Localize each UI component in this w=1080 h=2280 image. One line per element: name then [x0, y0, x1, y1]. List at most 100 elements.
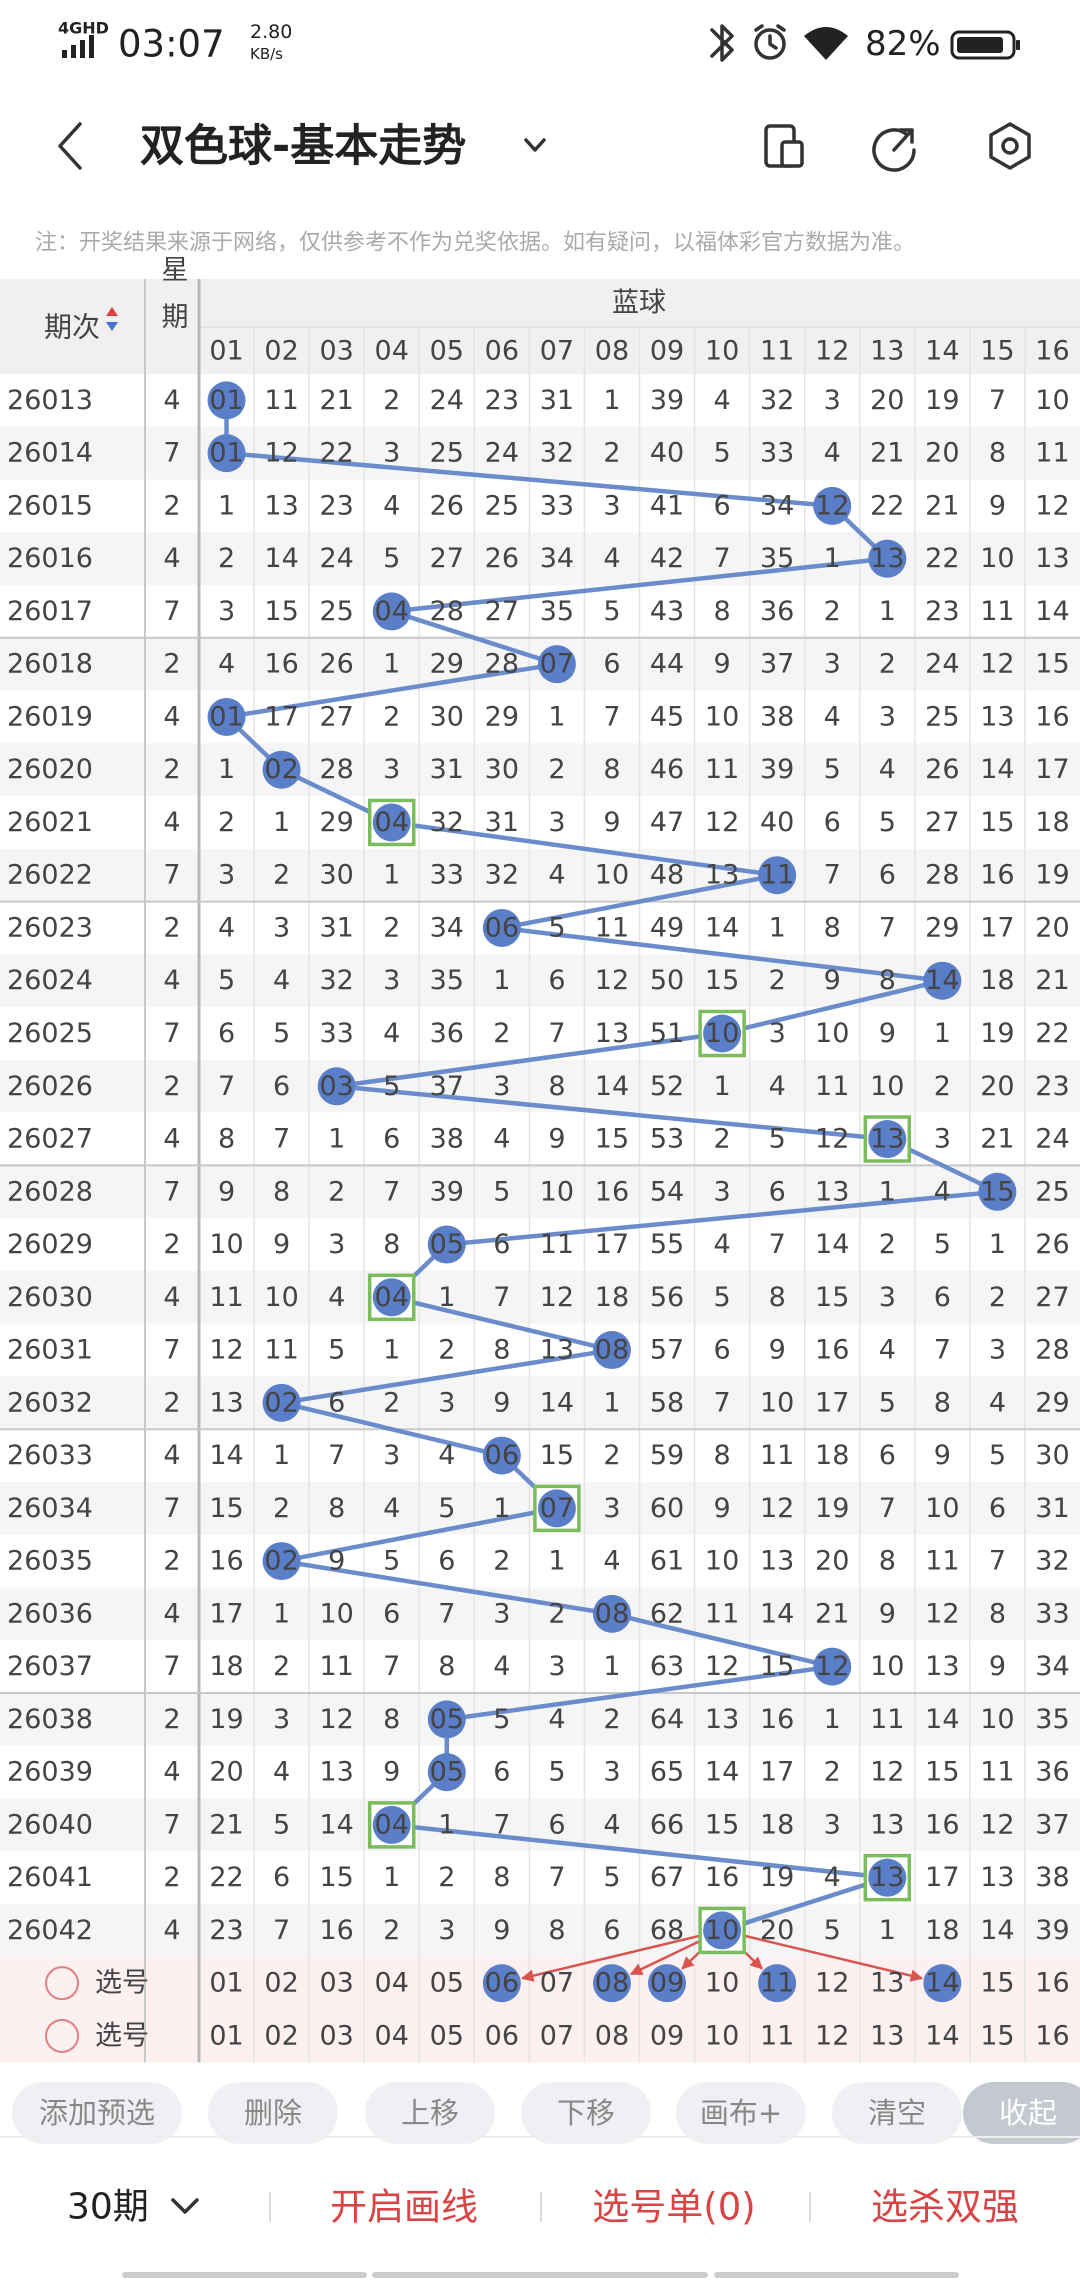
omission-number: 13	[870, 1809, 904, 1840]
sort-down[interactable]	[106, 322, 118, 331]
ball-number[interactable]: 11	[760, 1968, 794, 1999]
pick-number[interactable]: 06	[485, 2020, 519, 2051]
toolbar-button[interactable]	[12, 2082, 182, 2144]
pick-number[interactable]: 13	[870, 2020, 904, 2051]
toolbar-label[interactable]: 收起	[999, 2096, 1057, 2130]
row-bg	[0, 1429, 1080, 1482]
tab-label[interactable]: 开启画线	[330, 2186, 478, 2229]
omission-number: 5	[383, 543, 400, 574]
omission-number: 44	[650, 649, 684, 680]
toolbar-button[interactable]	[832, 2082, 962, 2144]
omission-number: 50	[650, 965, 684, 996]
omission-number: 1	[328, 1124, 345, 1155]
pick-number[interactable]: 02	[264, 1968, 298, 1999]
pick-number[interactable]: 03	[319, 1968, 353, 1999]
pick-number[interactable]: 01	[209, 1968, 243, 1999]
omission-number: 8	[383, 1229, 400, 1260]
pick-number[interactable]: 16	[1035, 1968, 1069, 1999]
omission-number: 2	[328, 1176, 345, 1207]
pick-number[interactable]: 03	[319, 2020, 353, 2051]
toolbar-button[interactable]	[963, 2082, 1080, 2144]
pick-number[interactable]: 05	[430, 1968, 464, 1999]
omission-number: 6	[714, 1335, 731, 1366]
omission-number: 27	[485, 596, 519, 627]
toolbar-label[interactable]: 画布+	[700, 2096, 782, 2130]
page-title[interactable]: 双色球-基本走势	[140, 121, 466, 172]
pick-number[interactable]: 15	[980, 2020, 1014, 2051]
pick-number[interactable]: 01	[209, 2020, 243, 2051]
net-speed: 2.80	[250, 21, 292, 43]
pick-number[interactable]: 05	[430, 2020, 464, 2051]
omission-number: 19	[760, 1862, 794, 1893]
omission-number: 9	[934, 1440, 951, 1471]
pick-number[interactable]: 16	[1035, 2020, 1069, 2051]
period-dropdown[interactable]	[171, 2198, 199, 2214]
pick-number[interactable]: 11	[760, 2020, 794, 2051]
blue-ball[interactable]	[758, 1964, 797, 2003]
tab-label[interactable]: 选杀双强	[871, 2186, 1019, 2229]
bottom-tabs: 开启画线 选号单(0) 选杀双强	[269, 2186, 1019, 2229]
title-dropdown[interactable]	[524, 138, 546, 152]
pick-number[interactable]: 04	[375, 2020, 409, 2051]
omission-number: 26	[485, 543, 519, 574]
pick-number[interactable]: 12	[815, 1968, 849, 1999]
toolbar-label[interactable]: 下移	[557, 2096, 615, 2130]
toolbar-label[interactable]: 清空	[868, 2096, 926, 2130]
pick-number[interactable]: 15	[980, 1968, 1014, 1999]
toolbar-label[interactable]: 上移	[401, 2096, 459, 2130]
blue-ball[interactable]	[648, 1964, 687, 2003]
blue-ball	[592, 1331, 631, 1370]
omission-number: 21	[1035, 965, 1069, 996]
ball-number: 02	[264, 1546, 298, 1577]
pick-toggle[interactable]	[45, 1966, 79, 2001]
omission-number: 23	[319, 490, 353, 521]
omission-number: 13	[760, 1546, 794, 1577]
pick-number[interactable]: 10	[705, 2020, 739, 2051]
omission-number: 3	[383, 438, 400, 469]
sort-up[interactable]	[106, 307, 118, 316]
ball-number[interactable]: 08	[595, 1968, 629, 1999]
pick-toggle[interactable]	[45, 2018, 79, 2053]
pick-number[interactable]: 10	[705, 1968, 739, 1999]
omission-number: 29	[319, 807, 353, 838]
pick-number[interactable]: 13	[870, 1968, 904, 1999]
ball-number: 13	[870, 1124, 904, 1155]
pick-number[interactable]: 12	[815, 2020, 849, 2051]
pick-number[interactable]: 08	[595, 2020, 629, 2051]
toolbar-label[interactable]: 添加预选	[39, 2096, 155, 2130]
blue-ball[interactable]	[923, 1964, 962, 2003]
ball-number[interactable]: 14	[925, 1968, 959, 1999]
weekday: 4	[163, 965, 180, 996]
pick-number[interactable]: 07	[540, 1968, 574, 1999]
omission-number: 4	[383, 1018, 400, 1049]
toolbar-button[interactable]	[676, 2082, 806, 2144]
toolbar-button[interactable]	[365, 2082, 495, 2144]
settings-icon[interactable]	[989, 122, 1031, 170]
ball-number[interactable]: 06	[485, 1968, 519, 1999]
toolbar-button[interactable]	[208, 2082, 338, 2144]
back-button[interactable]	[58, 122, 82, 170]
blue-ball[interactable]	[482, 1964, 521, 2003]
omission-number: 2	[934, 1071, 951, 1102]
pick-number[interactable]: 07	[540, 2020, 574, 2051]
blue-ball[interactable]	[592, 1964, 631, 2003]
phone-icon[interactable]	[764, 124, 804, 168]
tab-label[interactable]: 选号单(0)	[592, 2186, 755, 2229]
ball-number[interactable]: 09	[650, 1968, 684, 1999]
period-count[interactable]: 30期	[67, 2187, 149, 2228]
pick-number[interactable]: 04	[375, 1968, 409, 1999]
omission-number: 29	[1035, 1387, 1069, 1418]
period-header[interactable]: 期次	[44, 311, 100, 344]
pick-number[interactable]: 02	[264, 2020, 298, 2051]
pick-label[interactable]: 选号	[95, 1968, 149, 1999]
period: 26017	[7, 596, 93, 627]
omission-number: 56	[650, 1282, 684, 1313]
pick-number[interactable]: 14	[925, 2020, 959, 2051]
share-icon[interactable]	[872, 128, 916, 172]
pick-number[interactable]: 09	[650, 2020, 684, 2051]
period: 26037	[7, 1651, 93, 1682]
omission-number: 3	[989, 1335, 1006, 1366]
pick-label[interactable]: 选号	[95, 2020, 149, 2051]
toolbar-button[interactable]	[521, 2082, 651, 2144]
toolbar-label[interactable]: 删除	[244, 2096, 302, 2130]
